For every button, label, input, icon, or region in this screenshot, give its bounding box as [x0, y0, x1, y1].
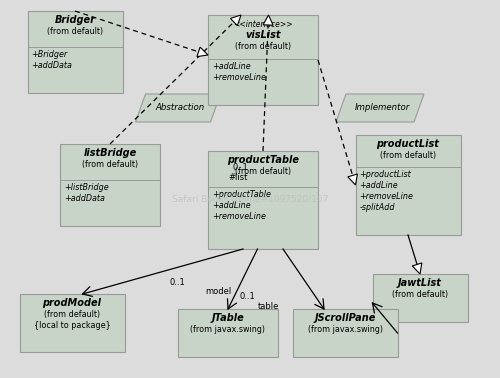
Text: (from javax.swing): (from javax.swing)	[308, 325, 382, 334]
Bar	[208, 151, 318, 249]
Text: +addData: +addData	[32, 61, 72, 70]
Bar	[208, 15, 318, 105]
Text: 0..1: 0..1	[232, 163, 248, 172]
Text: JTable: JTable	[212, 313, 244, 323]
Polygon shape	[263, 15, 273, 25]
Text: +addLine: +addLine	[212, 62, 250, 71]
Bar	[28, 11, 122, 93]
Polygon shape	[197, 47, 208, 57]
Bar	[20, 294, 124, 352]
Polygon shape	[348, 174, 358, 185]
Text: productTable: productTable	[227, 155, 299, 165]
Bar	[60, 144, 160, 226]
Text: Bridger: Bridger	[54, 15, 96, 25]
Text: listBridge: listBridge	[84, 148, 136, 158]
Text: Implementor: Implementor	[354, 104, 410, 113]
Bar	[178, 309, 278, 357]
Text: +productList: +productList	[360, 170, 411, 179]
Text: (from default): (from default)	[82, 160, 138, 169]
Text: (from default): (from default)	[392, 290, 448, 299]
Text: Abstraction: Abstraction	[156, 104, 204, 113]
Text: -splitAdd: -splitAdd	[360, 203, 395, 212]
Text: 0..1: 0..1	[169, 278, 185, 287]
Bar	[372, 274, 468, 322]
Text: JawtList: JawtList	[398, 278, 442, 288]
Text: visList: visList	[245, 30, 281, 40]
Text: (from default): (from default)	[47, 27, 103, 36]
Text: (from default): (from default)	[235, 167, 291, 176]
Polygon shape	[230, 15, 241, 26]
Text: +removeLine: +removeLine	[212, 212, 266, 221]
Bar	[356, 135, 461, 235]
Polygon shape	[136, 94, 220, 122]
Polygon shape	[336, 94, 424, 122]
Text: prodModel: prodModel	[42, 298, 102, 308]
Text: Safari Books Online#1097520/107: Safari Books Online#1097520/107	[172, 195, 328, 203]
Text: JScrollPane: JScrollPane	[314, 313, 376, 323]
Text: +listBridge: +listBridge	[64, 183, 108, 192]
Text: model: model	[205, 287, 231, 296]
Text: +removeLine: +removeLine	[360, 192, 414, 201]
Text: (from default): (from default)	[380, 151, 436, 160]
Polygon shape	[412, 263, 422, 274]
Text: #list: #list	[228, 173, 248, 182]
Text: productList: productList	[376, 139, 440, 149]
Text: +removeLine: +removeLine	[212, 73, 266, 82]
Text: +addData: +addData	[64, 194, 105, 203]
Text: <<interface>>: <<interface>>	[233, 20, 293, 29]
Text: table: table	[258, 302, 280, 311]
Text: +addLine: +addLine	[212, 201, 250, 210]
Text: +productTable: +productTable	[212, 190, 271, 199]
Text: (from default): (from default)	[44, 310, 100, 319]
Bar	[292, 309, 398, 357]
Text: {local to package}: {local to package}	[34, 321, 110, 330]
Text: +Bridger: +Bridger	[32, 50, 68, 59]
Text: (from default): (from default)	[235, 42, 291, 51]
Text: 0..1: 0..1	[240, 292, 255, 301]
Text: (from javax.swing): (from javax.swing)	[190, 325, 266, 334]
Text: +addLine: +addLine	[360, 181, 398, 190]
